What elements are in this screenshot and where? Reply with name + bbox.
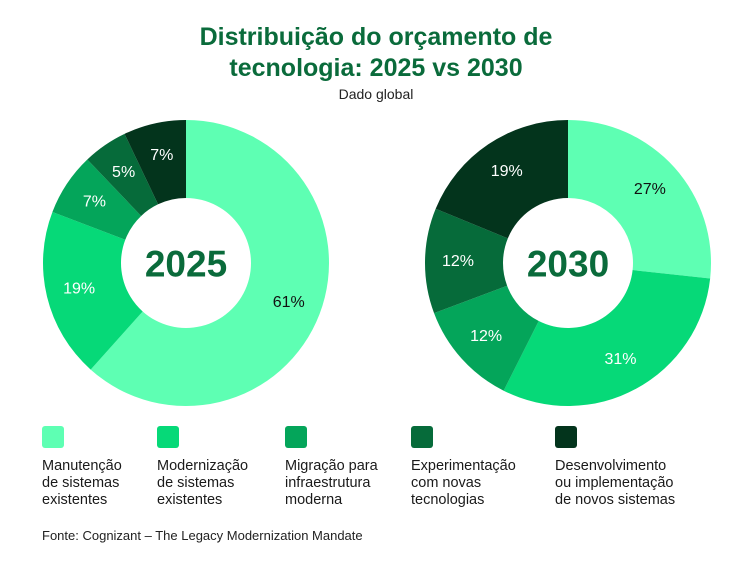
legend-label-line: tecnologias xyxy=(411,492,485,508)
legend-swatch-4 xyxy=(411,426,433,448)
slice-label-2030-3: 12% xyxy=(470,328,502,345)
legend-swatch-5 xyxy=(555,426,577,448)
slice-label-2030-5: 19% xyxy=(491,163,523,180)
legend-item-4: Experimentação com novas tecnologias xyxy=(411,426,551,509)
slice-label-2025-4: 5% xyxy=(112,164,135,181)
legend-item-2: Modernização de sistemas existentes xyxy=(157,426,297,509)
slice-label-2025-1: 61% xyxy=(273,294,305,311)
slice-2025-3 xyxy=(52,159,142,240)
legend-label-line: Experimentação xyxy=(411,458,516,474)
legend-label-line: Desenvolvimento xyxy=(555,458,667,474)
chart-title: Distribuição do orçamento de tecnologia:… xyxy=(0,22,752,84)
center-label-2030: 2030 xyxy=(527,244,609,285)
donut-chart-2025: 61% 19% 7% 5% 7% 2025 xyxy=(42,120,329,406)
legend-label-line: existentes xyxy=(42,492,108,508)
legend-label-5: Desenvolvimento ou implementação de novos … xyxy=(555,458,695,509)
slice-2030-2 xyxy=(503,270,711,406)
legend-label-line: Modernização xyxy=(157,458,249,474)
donut-charts: 61% 19% 7% 5% 7% 2025 27% 31% 12% 12% 19% 2030 xyxy=(42,120,712,406)
legend-swatch-2 xyxy=(157,426,179,448)
legend-label-1: Manutenção de sistemas existentes xyxy=(42,458,182,509)
donut-chart-2030: 27% 31% 12% 12% 19% 2030 xyxy=(425,120,712,406)
legend-label-line: infraestrutura xyxy=(285,475,371,491)
slice-2025-2 xyxy=(42,211,143,370)
legend-label-line: moderna xyxy=(285,492,343,508)
legend-label-line: de novos sistemas xyxy=(555,492,676,508)
slice-2030-5 xyxy=(435,120,568,239)
slice-2025-4 xyxy=(87,133,159,216)
chart-subtitle: Dado global xyxy=(338,86,414,102)
slice-2025-5 xyxy=(124,120,186,205)
legend-label-line: de sistemas xyxy=(42,475,120,491)
slice-label-2030-4: 12% xyxy=(442,253,474,270)
legend-item-3: Migração para infraestrutura moderna xyxy=(285,426,425,509)
slice-label-2025-2: 19% xyxy=(63,280,95,297)
slice-2030-4 xyxy=(425,208,508,314)
source-note: Fonte: Cognizant – The Legacy Modernizat… xyxy=(42,528,363,543)
legend-label-line: Manutenção xyxy=(42,458,122,474)
legend-label-4: Experimentação com novas tecnologias xyxy=(411,458,551,509)
legend-item-1: Manutenção de sistemas existentes xyxy=(42,426,182,509)
legend-label-line: existentes xyxy=(157,492,223,508)
legend-swatch-1 xyxy=(42,426,64,448)
chart-title-line-2: tecnologia: 2025 vs 2030 xyxy=(229,54,523,82)
legend-item-5: Desenvolvimento ou implementação de novos … xyxy=(555,426,695,509)
slice-2025-1 xyxy=(90,120,329,406)
legend-label-line: de sistemas xyxy=(157,475,235,491)
slice-2030-3 xyxy=(434,285,539,391)
legend-label-line: com novas xyxy=(411,475,482,491)
legend-label-3: Migração para infraestrutura moderna xyxy=(285,458,425,509)
slice-2030-1 xyxy=(568,120,712,279)
slice-label-2025-5: 7% xyxy=(150,147,173,164)
slice-label-2030-1: 27% xyxy=(634,181,666,198)
chart-title-line-1: Distribuição do orçamento de xyxy=(199,23,553,51)
legend-swatch-3 xyxy=(285,426,307,448)
legend-label-line: ou implementação xyxy=(555,475,674,491)
slice-label-2025-3: 7% xyxy=(83,194,106,211)
legend-label-line: Migração para xyxy=(285,458,378,474)
slice-label-2030-2: 31% xyxy=(604,351,636,368)
center-label-2025: 2025 xyxy=(145,244,227,285)
legend-label-2: Modernização de sistemas existentes xyxy=(157,458,297,509)
